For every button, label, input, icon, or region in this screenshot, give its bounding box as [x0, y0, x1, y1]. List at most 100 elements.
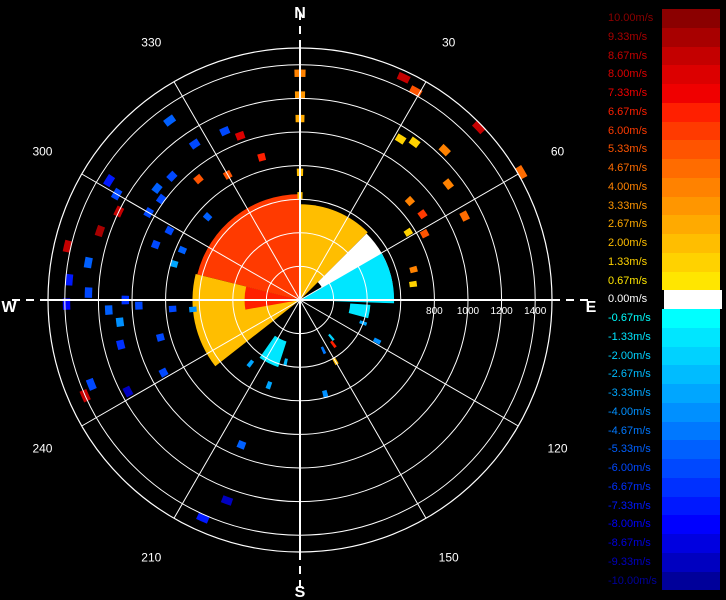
colorbar-label: 8.00m/s	[608, 68, 648, 81]
colorbar-row: -8.67m/s	[606, 534, 720, 553]
colorbar-swatch	[662, 459, 720, 478]
range-bin	[404, 195, 416, 207]
range-bin	[283, 358, 288, 367]
range-bin	[257, 152, 267, 162]
range-bin	[322, 389, 329, 399]
range-label: 1400	[524, 306, 547, 317]
colorbar-row: -1.33m/s	[606, 327, 720, 347]
colorbar-label: 6.67m/s	[608, 105, 648, 118]
colorbar-swatch	[662, 384, 720, 403]
colorbar-row: 10.00m/s	[606, 9, 720, 28]
range-bin	[265, 381, 273, 390]
range-bin	[330, 340, 337, 349]
colorbar-row: 8.67m/s	[606, 46, 720, 66]
colorbar-label: -3.33m/s	[608, 387, 651, 399]
colorbar-row: 8.00m/s	[606, 65, 720, 84]
range-bin	[94, 224, 106, 238]
bearing-spoke	[81, 173, 301, 301]
colorbar-swatch	[662, 271, 720, 291]
colorbar-swatch	[662, 534, 720, 553]
colorbar-swatch	[662, 27, 720, 47]
range-bin	[122, 385, 134, 398]
colorbar-label: -8.67m/s	[608, 537, 651, 549]
range-bin	[220, 495, 234, 506]
range-bins	[62, 69, 528, 524]
colorbar-row: -7.33m/s	[606, 496, 720, 516]
sector-fill	[348, 303, 371, 319]
range-bin	[83, 256, 93, 269]
bearing-spoke	[299, 299, 427, 519]
range-bin	[471, 120, 486, 135]
colorbar-row: 6.00m/s	[606, 121, 720, 141]
range-bin	[115, 317, 125, 328]
colorbar-swatch	[662, 421, 720, 441]
colorbar-label: -1.33m/s	[608, 330, 651, 343]
bearing-spoke	[81, 299, 301, 427]
range-label: 1000	[457, 306, 480, 317]
colorbar-label: 4.67m/s	[608, 162, 648, 174]
range-bin	[116, 339, 126, 351]
colorbar-row: -10.00m/s	[606, 571, 720, 591]
range-bin	[328, 333, 335, 341]
colorbar-swatch	[662, 440, 720, 459]
range-bin	[419, 228, 430, 239]
colorbar-row: -6.67m/s	[606, 477, 720, 497]
bearing-label: 60	[551, 144, 565, 158]
colorbar-row: 4.67m/s	[606, 159, 720, 178]
colorbar-swatch	[662, 402, 720, 422]
range-bin	[158, 367, 169, 378]
colorbar-swatch	[662, 234, 720, 253]
colorbar-row: -2.67m/s	[606, 365, 720, 384]
sector-fill	[244, 286, 300, 310]
chart-labels: N E S W 30 60 120 150 210 240 300 330 800 1000 1200 140…	[1, 5, 596, 600]
colorbar-label: -6.67m/s	[608, 480, 651, 493]
colorbar-swatch	[662, 346, 720, 366]
bearing-label: 240	[32, 442, 52, 456]
colorbar-swatch	[662, 84, 720, 103]
colorbar-swatch	[662, 365, 720, 384]
colorbar-row: -2.00m/s	[606, 346, 720, 366]
range-bin	[459, 210, 470, 222]
colorbar-row: 9.33m/s	[606, 27, 720, 47]
range-bin	[168, 305, 177, 313]
cardinal-n: N	[294, 5, 306, 22]
colorbar-swatch	[662, 552, 720, 572]
range-bin	[103, 174, 116, 188]
range-bin	[188, 138, 201, 150]
cardinal-w: W	[1, 299, 17, 316]
range-bin	[408, 136, 421, 149]
cardinal-s: S	[295, 584, 306, 600]
colorbar-swatch	[662, 477, 720, 497]
colorbar-label: -5.33m/s	[608, 443, 651, 456]
colorbar-swatch	[662, 140, 720, 159]
colorbar-row: 2.00m/s	[606, 234, 720, 253]
bearing-label: 330	[141, 35, 161, 49]
colorbar-row: 2.67m/s	[606, 215, 720, 234]
colorbar-swatch	[662, 46, 720, 66]
bearing-spoke	[173, 81, 301, 301]
colorbar-label: -9.33m/s	[608, 555, 651, 568]
range-bin	[442, 178, 455, 191]
sector-fill	[300, 204, 368, 300]
colorbar-swatch	[662, 496, 720, 516]
colorbar-label: 9.33m/s	[608, 30, 648, 43]
colorbar-label: 7.33m/s	[608, 87, 648, 99]
range-bin	[219, 125, 231, 137]
colorbar-label: -4.67m/s	[608, 424, 651, 437]
range-bin	[403, 227, 414, 237]
colorbar-label: -6.00m/s	[608, 462, 651, 474]
polar-radar-plot: N E S W 30 60 120 150 210 240 300 330 800 1000 1200 140…	[1, 5, 597, 600]
colorbar-row: 4.00m/s	[606, 177, 720, 197]
sector-fill	[300, 252, 395, 304]
range-bin	[163, 114, 177, 127]
colorbar-label: 3.33m/s	[608, 199, 648, 212]
colorbar-label: -2.00m/s	[608, 349, 651, 362]
bearing-spoke	[173, 299, 301, 519]
range-bin	[234, 130, 246, 141]
bearing-label: 300	[32, 144, 52, 158]
sector-fill	[197, 194, 300, 300]
range-bin	[409, 280, 418, 288]
bearing-spoke	[299, 299, 519, 427]
range-bin	[320, 346, 327, 355]
colorbar-label: -10.00m/s	[608, 574, 657, 587]
